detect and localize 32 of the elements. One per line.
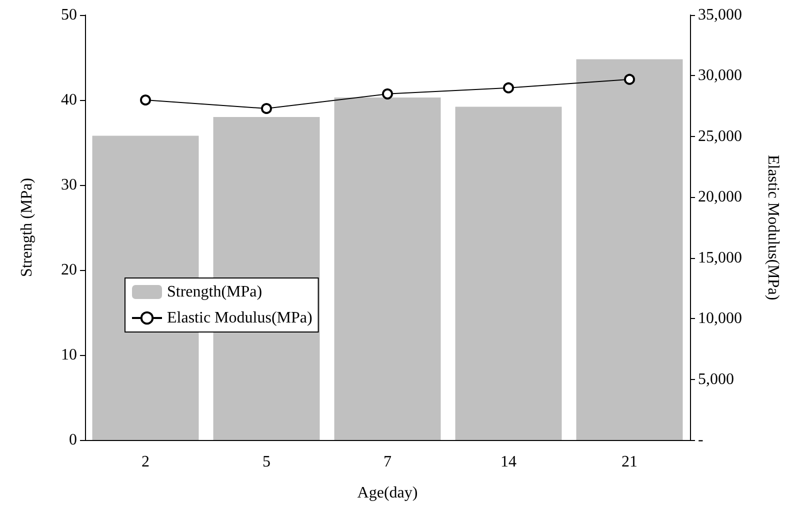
y-tick-label: 30 xyxy=(61,176,77,194)
y2-axis-title: Elastic Modulus(MPa) xyxy=(764,154,782,300)
x-tick-label: 2 xyxy=(142,454,150,470)
y-tick-label: 40 xyxy=(61,92,77,108)
y2-tick-label: 30,000 xyxy=(698,67,742,84)
bar xyxy=(334,97,441,440)
bar xyxy=(455,106,562,440)
point xyxy=(624,74,635,85)
y2-tick-label: 5,000 xyxy=(698,370,734,388)
y2-tick-label: - xyxy=(698,432,704,448)
point xyxy=(261,103,272,114)
y2-tick-label: 15,000 xyxy=(698,249,742,266)
point xyxy=(140,94,151,106)
x-axis-title: Age(day) xyxy=(357,484,418,502)
y2-tick-label: 10,000 xyxy=(698,310,742,328)
y-tick-label: 10 xyxy=(61,346,77,364)
legend-label: Elastic Modulus(MPa) xyxy=(167,310,312,326)
x-tick-label: 7 xyxy=(384,454,392,470)
point xyxy=(503,82,514,94)
y-tick-label: 0 xyxy=(69,432,77,448)
x-tick-label: 21 xyxy=(622,454,638,470)
y2-tick-label: 20,000 xyxy=(698,188,742,206)
y2-tick-label: 25,000 xyxy=(698,128,742,145)
point xyxy=(382,88,393,100)
y-tick-label: 20 xyxy=(61,262,77,278)
y-axis-title: Strength (MPa) xyxy=(18,178,36,278)
legend-label: Strength(MPa) xyxy=(167,284,262,300)
x-tick-label: 5 xyxy=(262,454,270,470)
y-tick-label: 50 xyxy=(61,6,77,24)
bar xyxy=(576,59,683,440)
x-tick-label: 14 xyxy=(500,454,516,470)
y2-tick-label: 35,000 xyxy=(698,6,742,24)
